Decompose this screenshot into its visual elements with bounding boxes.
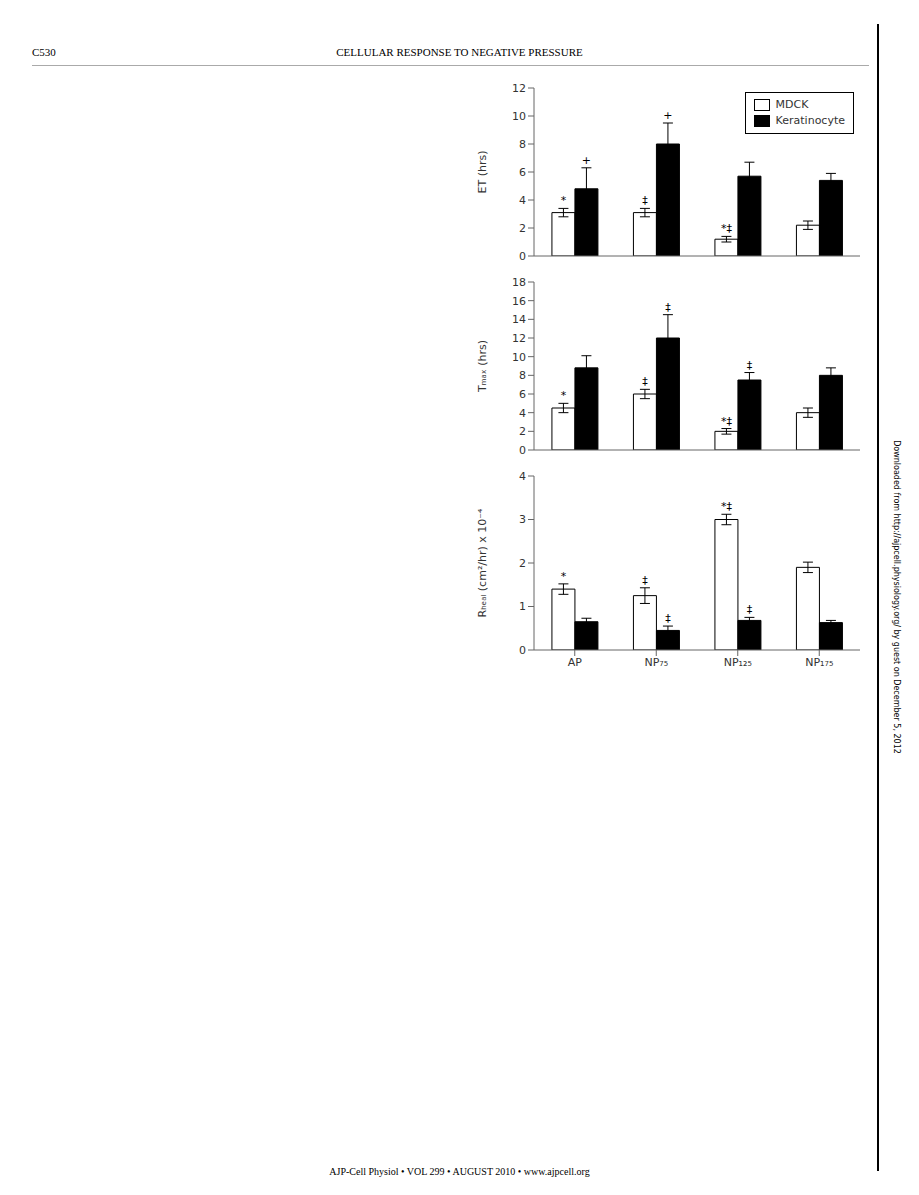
svg-text:6: 6 (519, 388, 526, 401)
svg-text:+: + (663, 109, 672, 122)
svg-text:‡: ‡ (665, 301, 671, 314)
svg-text:14: 14 (512, 313, 526, 326)
html-text:Downloaded from http://ajpcell: Downloaded from http://ajpcell.physiolog… (891, 440, 901, 754)
svg-text:NP₁₇₅: NP₁₇₅ (805, 656, 833, 669)
html-text:MDCK: MDCK (775, 98, 809, 111)
svg-text:‡: ‡ (747, 359, 753, 372)
html-text:Keratinocyte: Keratinocyte (775, 114, 845, 127)
svg-text:12: 12 (512, 332, 526, 345)
svg-text:‡: ‡ (665, 612, 671, 625)
svg-text:0: 0 (519, 444, 526, 457)
svg-text:8: 8 (519, 369, 526, 382)
svg-text:*‡: *‡ (721, 500, 733, 513)
svg-text:NP₇₅: NP₇₅ (644, 656, 668, 669)
svg-text:6: 6 (519, 166, 526, 179)
svg-text:‡: ‡ (642, 194, 648, 207)
html-text:CELLULAR RESPONSE TO NEGATIVE: CELLULAR RESPONSE TO NEGATIVE PRESSURE (336, 46, 583, 58)
svg-text:3: 3 (519, 513, 526, 526)
svg-text:4: 4 (519, 407, 526, 420)
svg-text:*: * (561, 389, 567, 402)
svg-text:10: 10 (512, 351, 526, 364)
svg-text:0: 0 (519, 644, 526, 657)
svg-text:10: 10 (512, 110, 526, 123)
svg-text:2: 2 (519, 425, 526, 438)
svg-text:+: + (582, 154, 591, 167)
svg-text:*: * (561, 570, 567, 583)
svg-text:0: 0 (519, 250, 526, 263)
svg-text:Rₕₑₐₗ (cm²/hr) x 10⁻⁴: Rₕₑₐₗ (cm²/hr) x 10⁻⁴ (476, 508, 489, 618)
svg-text:8: 8 (519, 138, 526, 151)
svg-text:Tₘₐₓ (hrs): Tₘₐₓ (hrs) (476, 340, 489, 393)
svg-text:*‡: *‡ (721, 222, 733, 235)
svg-text:*‡: *‡ (721, 415, 733, 428)
svg-text:12: 12 (512, 82, 526, 95)
svg-text:16: 16 (512, 295, 526, 308)
svg-text:‡: ‡ (642, 375, 648, 388)
svg-text:2: 2 (519, 222, 526, 235)
svg-text:4: 4 (519, 470, 526, 483)
svg-text:AP: AP (568, 656, 583, 669)
svg-text:1: 1 (519, 600, 526, 613)
svg-text:‡: ‡ (747, 603, 753, 616)
html-text:C530: C530 (32, 46, 56, 58)
svg-text:‡: ‡ (642, 574, 648, 587)
html-text:AJP-Cell Physiol • VOL 299 • A: AJP-Cell Physiol • VOL 299 • AUGUST 2010… (329, 1166, 590, 1177)
svg-text:2: 2 (519, 557, 526, 570)
svg-text:NP₁₂₅: NP₁₂₅ (724, 656, 752, 669)
svg-text:18: 18 (512, 276, 526, 289)
svg-text:ET (hrs): ET (hrs) (476, 151, 489, 194)
svg-text:4: 4 (519, 194, 526, 207)
svg-text:*: * (561, 194, 567, 207)
